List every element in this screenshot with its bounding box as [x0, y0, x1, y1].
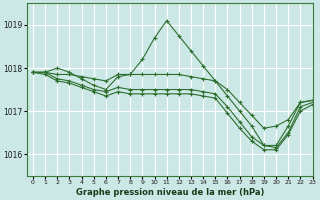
X-axis label: Graphe pression niveau de la mer (hPa): Graphe pression niveau de la mer (hPa)	[76, 188, 264, 197]
